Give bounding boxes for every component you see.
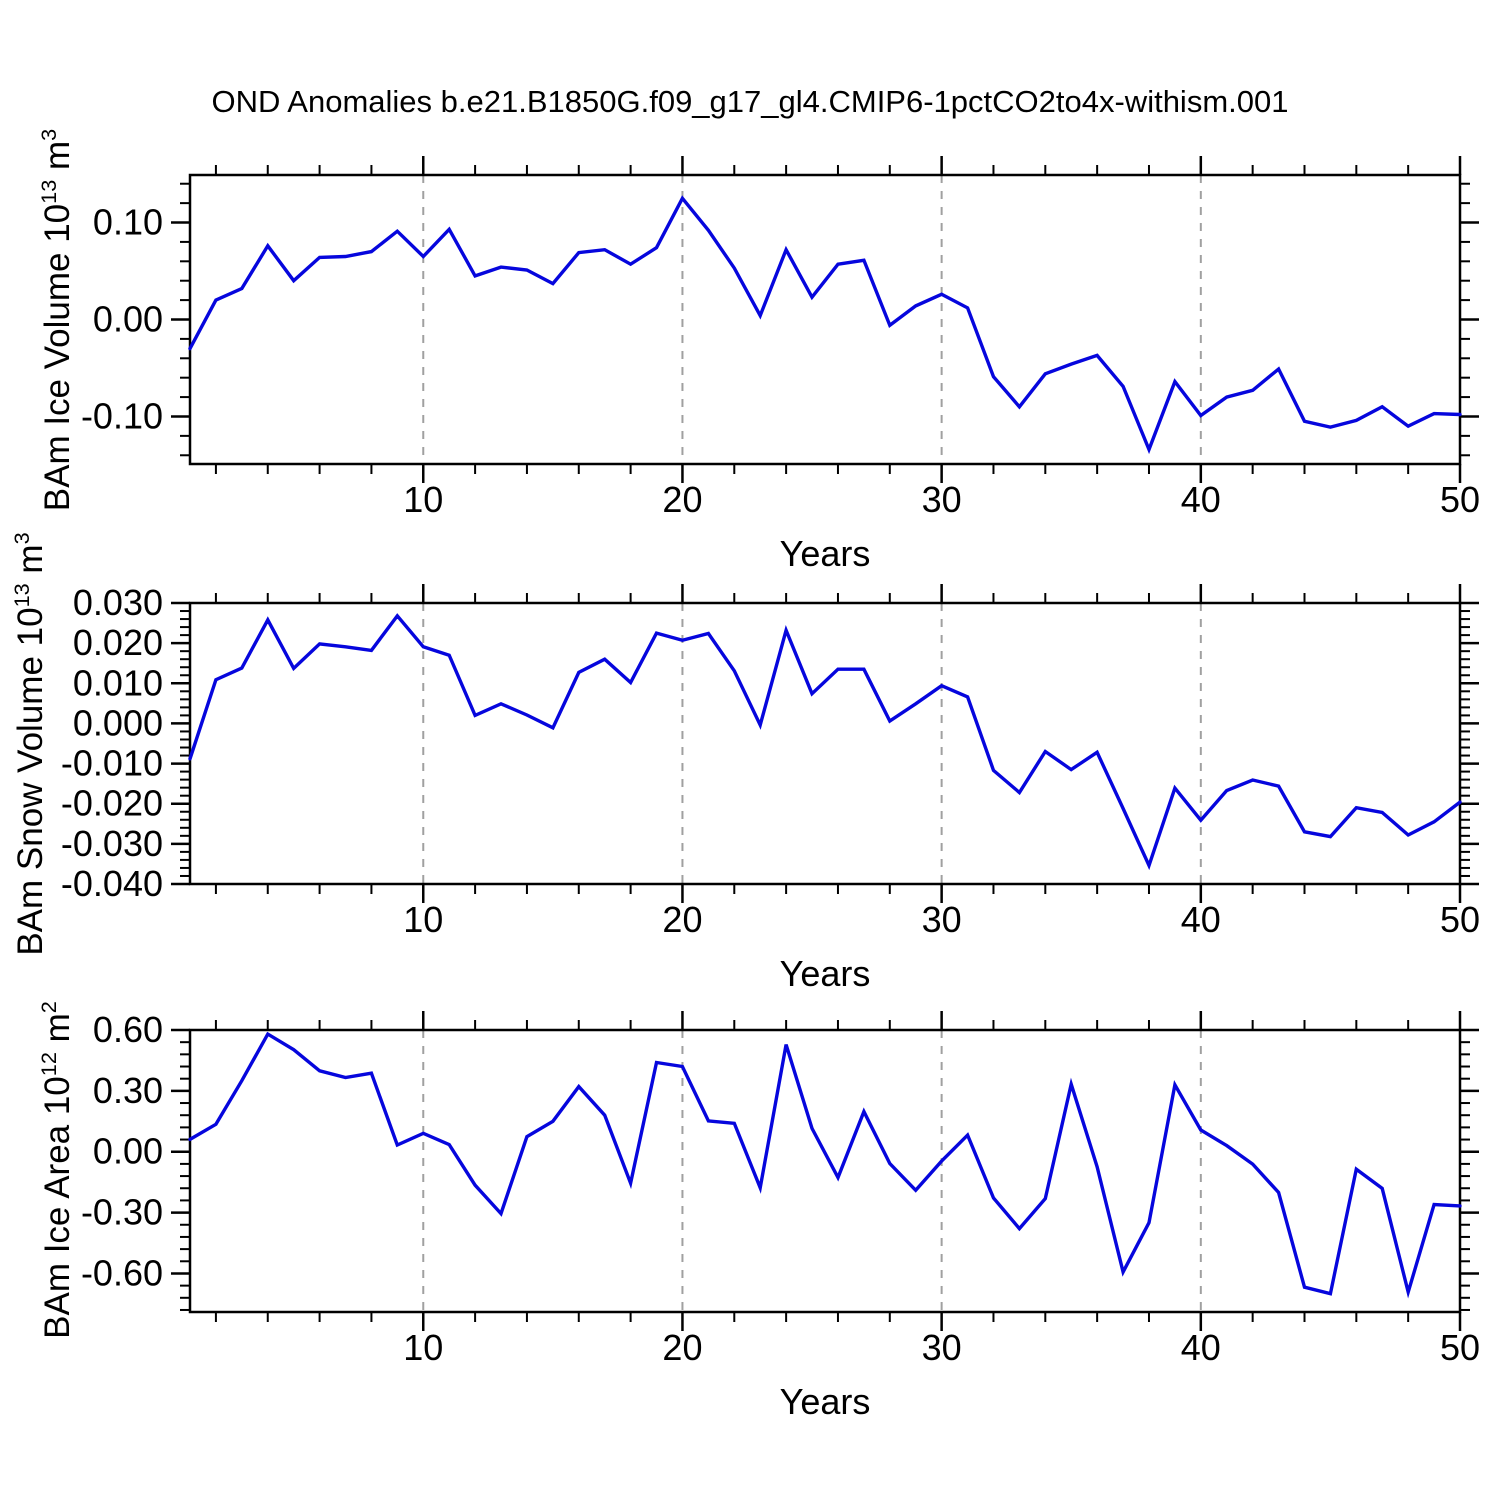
x-tick-label: 30 xyxy=(922,479,962,520)
y-tick-label: -0.040 xyxy=(61,863,163,904)
y-tick-label: 0.00 xyxy=(93,1131,163,1172)
x-tick-label: 50 xyxy=(1440,479,1480,520)
x-tick-label: 20 xyxy=(662,1327,702,1368)
series-line-ice-area xyxy=(188,1031,1462,1299)
x-tick-label: 30 xyxy=(922,899,962,940)
x-tick-label: 40 xyxy=(1181,479,1221,520)
y-tick-label: 0.010 xyxy=(73,662,163,703)
x-tick-label: 40 xyxy=(1181,1327,1221,1368)
y-tick-label: -0.010 xyxy=(61,743,163,784)
plot-frame xyxy=(188,1028,1462,1314)
y-tick-label: 0.030 xyxy=(73,582,163,623)
y-tick-label: 0.10 xyxy=(93,202,163,243)
y-tick-label: 0.020 xyxy=(73,622,163,663)
y-tick-label: -0.020 xyxy=(61,783,163,824)
x-tick-label: 50 xyxy=(1440,899,1480,940)
plot-frame xyxy=(188,173,1462,466)
x-tick-label: 10 xyxy=(403,479,443,520)
x-axis-title: Years xyxy=(780,533,871,574)
y-tick-label: -0.60 xyxy=(81,1252,163,1293)
x-tick-label: 10 xyxy=(403,1327,443,1368)
panel-ice-volume: 10 20 30 40 50 Years 0.10 0.00 -0.10 xyxy=(81,156,1480,574)
x-tick-label: 40 xyxy=(1181,899,1221,940)
y-tick-label: -0.10 xyxy=(81,395,163,436)
x-tick-label: 50 xyxy=(1440,1327,1480,1368)
panel-snow-volume: 10 20 30 40 50 Years 0.0300.0200.0100.000-0.01… xyxy=(61,582,1480,994)
y-tick-label: -0.030 xyxy=(61,823,163,864)
y-tick-label: 0.60 xyxy=(93,1009,163,1050)
x-axis-title: Years xyxy=(780,1381,871,1422)
x-tick-label: 20 xyxy=(662,899,702,940)
series-line-snow-volume xyxy=(188,613,1462,871)
y-tick-label: -0.30 xyxy=(81,1192,163,1233)
x-axis-title: Years xyxy=(780,953,871,994)
chart-title: OND Anomalies b.e21.B1850G.f09_g17_gl4.C… xyxy=(211,84,1289,119)
plot-frame xyxy=(188,601,1462,886)
y-tick-label: 0.000 xyxy=(73,702,163,743)
x-tick-label: 20 xyxy=(662,479,702,520)
x-tick-label: 10 xyxy=(403,899,443,940)
series-line-ice-volume xyxy=(188,195,1462,455)
y-tick-label: 0.30 xyxy=(93,1070,163,1111)
panel-ice-area: 10 20 30 40 50 Years 0.60 0.30 0.00 -0.30 -0.60 xyxy=(81,1009,1480,1422)
y-tick-label: 0.00 xyxy=(93,299,163,340)
x-tick-label: 30 xyxy=(922,1327,962,1368)
